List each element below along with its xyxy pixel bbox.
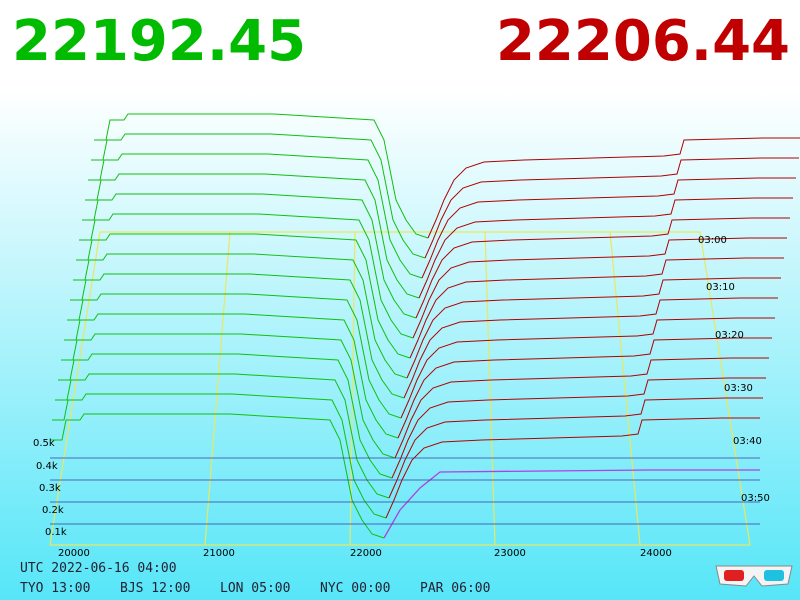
bid-price: 22192.45 [12, 9, 306, 74]
depth-axis: 0.5k 0.4k 0.3k 0.2k 0.1k [33, 438, 67, 538]
utc-time: UTC 2022-06-16 04:00 [20, 561, 177, 576]
price-axis: 20000 21000 22000 23000 24000 [58, 548, 672, 559]
depth-label: 0.3k [39, 483, 61, 494]
price-label: 24000 [640, 548, 672, 559]
time-axis: 03:00 03:10 03:20 03:30 03:40 03:50 [698, 235, 770, 504]
3d-glasses-button[interactable] [715, 565, 793, 587]
zone-time: TYO 13:00 [20, 581, 90, 596]
price-label: 20000 [58, 548, 90, 559]
depth-layers [49, 113, 800, 539]
time-label: 03:20 [715, 330, 744, 341]
ask-price: 22206.44 [496, 9, 790, 74]
time-label: 03:40 [733, 436, 762, 447]
time-label: 03:30 [724, 383, 753, 394]
depth-label: 0.1k [45, 527, 67, 538]
time-label: 03:50 [741, 493, 770, 504]
zone-time: BJS 12:00 [120, 581, 190, 596]
zone-time: LON 05:00 [220, 581, 290, 596]
time-label: 03:00 [698, 235, 727, 246]
depth-label: 0.5k [33, 438, 55, 449]
price-label: 21000 [203, 548, 235, 559]
depth-label: 0.4k [36, 461, 58, 472]
depth-label: 0.2k [42, 505, 64, 516]
zone-time: NYC 00:00 [320, 581, 390, 596]
price-label: 22000 [350, 548, 382, 559]
zone-time: PAR 06:00 [420, 581, 490, 596]
price-label: 23000 [494, 548, 526, 559]
time-label: 03:10 [706, 282, 735, 293]
